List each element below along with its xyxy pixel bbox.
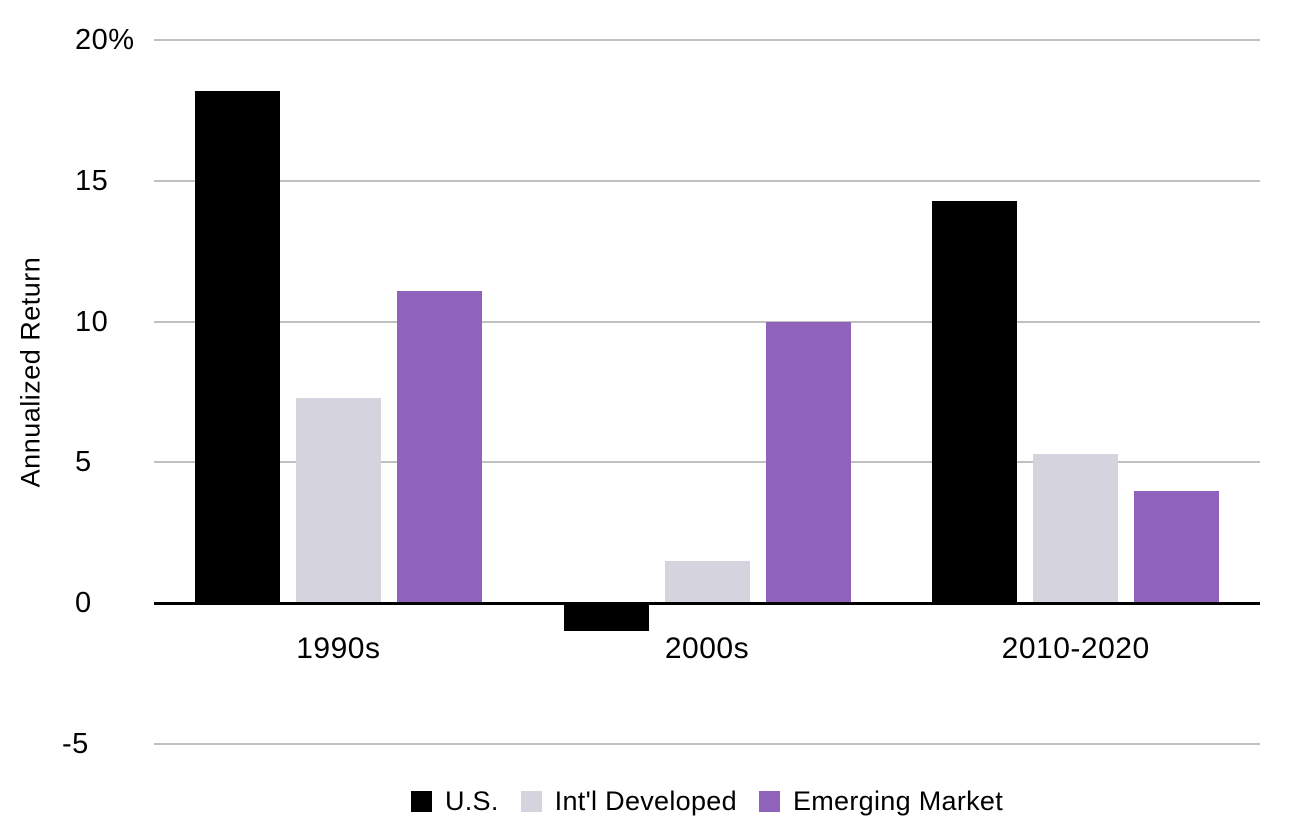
- legend-swatch-icon: [410, 790, 432, 812]
- legend-label: Int'l Developed: [554, 785, 737, 816]
- legend-swatch-icon: [758, 790, 780, 812]
- x-axis-line: [154, 602, 1260, 606]
- gridline: [154, 179, 1260, 182]
- bar-int-l-developed-2010-2020: [1033, 453, 1119, 604]
- y-tick-label: 10: [75, 305, 109, 338]
- bar-u-s--1990s: [194, 90, 280, 604]
- y-tick-label: 15: [75, 164, 109, 197]
- bar-u-s--2000s: [563, 605, 649, 631]
- legend: U.S. Int'l Developed Emerging Market: [154, 783, 1260, 819]
- x-tick-label: 2010-2020: [1001, 632, 1150, 665]
- x-tick-label: 1990s: [296, 632, 381, 665]
- y-tick-label: -5: [62, 728, 89, 760]
- gridline: [154, 320, 1260, 323]
- bar-int-l-developed-1990s: [295, 397, 381, 604]
- gridline: [154, 461, 1260, 464]
- legend-item: Emerging Market: [758, 785, 1004, 817]
- legend-swatch-icon: [520, 790, 542, 812]
- y-axis-title: Annualized Return: [15, 256, 46, 488]
- x-tick-label: 2000s: [664, 632, 750, 665]
- bar-emerging-market-2000s: [765, 321, 851, 604]
- legend-label: U.S.: [444, 785, 499, 816]
- gridline: [154, 39, 1260, 41]
- legend-label: Emerging Market: [792, 785, 1004, 816]
- gridline: [154, 743, 1260, 745]
- y-tick-label: 5: [75, 446, 92, 479]
- bar-int-l-developed-2000s: [664, 560, 750, 604]
- bar-emerging-market-2010-2020: [1134, 490, 1220, 604]
- bar-emerging-market-1990s: [396, 290, 482, 604]
- legend-item: Int'l Developed: [520, 785, 737, 817]
- y-tick-label: 0: [75, 587, 92, 620]
- y-tick-label: 20%: [75, 24, 135, 56]
- legend-item: U.S.: [410, 785, 499, 817]
- bar-u-s--2010-2020: [932, 200, 1018, 604]
